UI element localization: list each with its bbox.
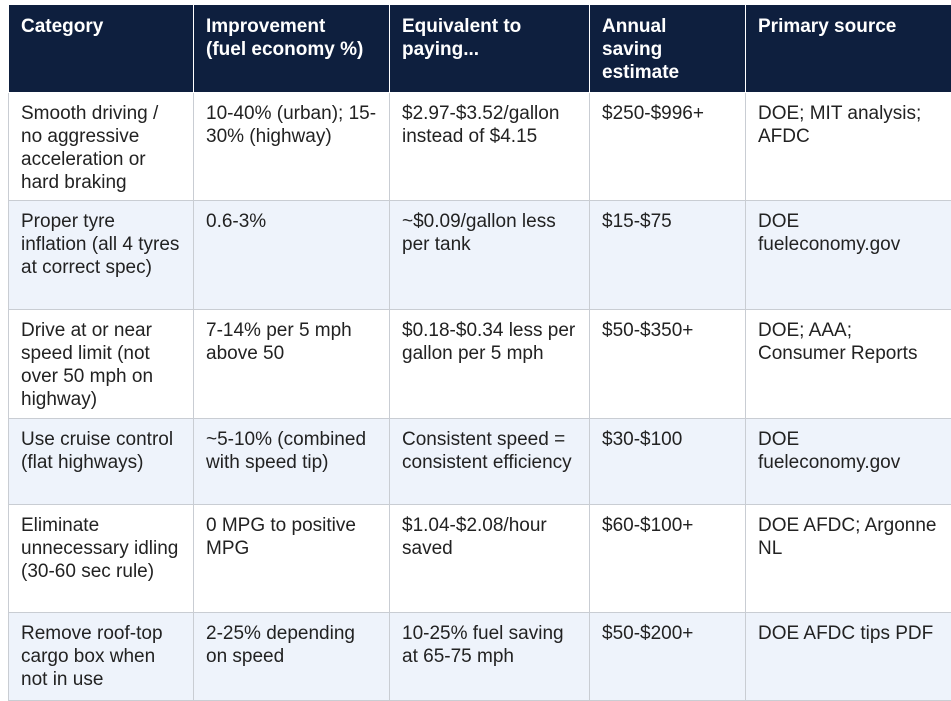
cell-improvement: 10-40% (urban); 15-30% (highway) [194, 93, 390, 201]
cell-primary-source: DOE; AAA; Consumer Reports [746, 310, 951, 419]
cell-equivalent: ~$0.09/gallon less per tank [390, 201, 590, 310]
cell-improvement: 0.6-3% [194, 201, 390, 310]
table-row: Drive at or near speed limit (not over 5… [9, 310, 951, 419]
cell-annual-saving: $60-$100+ [590, 505, 746, 613]
cell-annual-saving: $30-$100 [590, 419, 746, 505]
cell-improvement: 2-25% depending on speed [194, 613, 390, 701]
cell-equivalent: $2.97-$3.52/gallon instead of $4.15 [390, 93, 590, 201]
cell-equivalent: 10-25% fuel saving at 65-75 mph [390, 613, 590, 701]
cell-equivalent: $1.04-$2.08/hour saved [390, 505, 590, 613]
cell-annual-saving: $250-$996+ [590, 93, 746, 201]
table-row: Proper tyre inflation (all 4 tyres at co… [9, 201, 951, 310]
table-row: Use cruise control (flat highways) ~5-10… [9, 419, 951, 505]
cell-equivalent: $0.18-$0.34 less per gallon per 5 mph [390, 310, 590, 419]
cell-category: Eliminate unnecessary idling (30-60 sec … [9, 505, 194, 613]
cell-category: Proper tyre inflation (all 4 tyres at co… [9, 201, 194, 310]
cell-improvement: 0 MPG to positive MPG [194, 505, 390, 613]
cell-annual-saving: $50-$350+ [590, 310, 746, 419]
cell-primary-source: DOE; MIT analysis; AFDC [746, 93, 951, 201]
table-header-row: Category Improvement (fuel economy %) Eq… [9, 5, 951, 93]
header-annual-saving: Annual saving estimate [590, 5, 746, 93]
cell-annual-saving: $15-$75 [590, 201, 746, 310]
cell-improvement: ~5-10% (combined with speed tip) [194, 419, 390, 505]
header-equivalent: Equivalent to paying... [390, 5, 590, 93]
cell-annual-saving: $50-$200+ [590, 613, 746, 701]
header-improvement: Improvement (fuel economy %) [194, 5, 390, 93]
fuel-savings-table: Category Improvement (fuel economy %) Eq… [8, 4, 951, 701]
cell-primary-source: DOE fueleconomy.gov [746, 419, 951, 505]
header-category: Category [9, 5, 194, 93]
cell-category: Use cruise control (flat highways) [9, 419, 194, 505]
cell-primary-source: DOE fueleconomy.gov [746, 201, 951, 310]
table-row: Eliminate unnecessary idling (30-60 sec … [9, 505, 951, 613]
cell-improvement: 7-14% per 5 mph above 50 [194, 310, 390, 419]
cell-primary-source: DOE AFDC tips PDF [746, 613, 951, 701]
cell-equivalent: Consistent speed = consistent efficiency [390, 419, 590, 505]
table-row: Remove roof-top cargo box when not in us… [9, 613, 951, 701]
header-primary-source: Primary source [746, 5, 951, 93]
cell-category: Drive at or near speed limit (not over 5… [9, 310, 194, 419]
table-row: Smooth driving / no aggressive accelerat… [9, 93, 951, 201]
cell-primary-source: DOE AFDC; Argonne NL [746, 505, 951, 613]
cell-category: Smooth driving / no aggressive accelerat… [9, 93, 194, 201]
cell-category: Remove roof-top cargo box when not in us… [9, 613, 194, 701]
